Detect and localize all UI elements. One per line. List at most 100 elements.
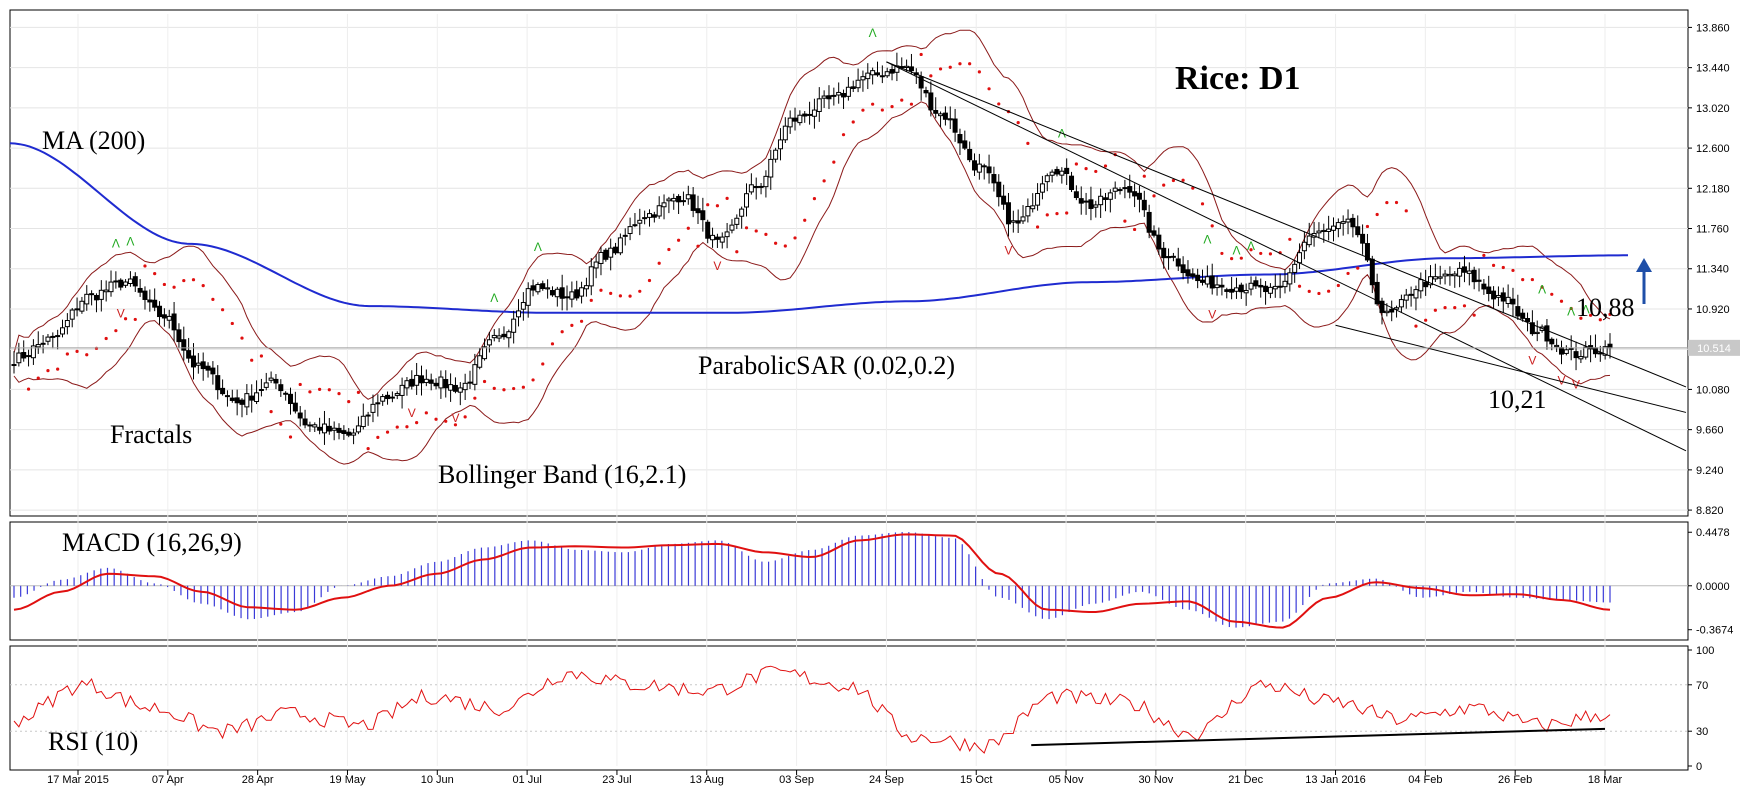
candle-bull [1107, 192, 1113, 200]
candle-bear [792, 117, 798, 122]
candle-bear [147, 299, 153, 303]
date-tick-label: 01 Jul [512, 774, 541, 786]
candle-bear [826, 95, 832, 100]
current-price-box [1688, 339, 1740, 356]
candle-bear [1515, 306, 1521, 317]
fractal-up-arrow: Λ [126, 234, 134, 248]
candle-bull [787, 117, 793, 128]
candle-bull [1583, 346, 1589, 358]
sar-dot [327, 388, 331, 392]
candle-bear [157, 305, 163, 318]
candle-bear [1544, 325, 1550, 342]
candle-bear [540, 283, 546, 290]
sar-dot [812, 197, 817, 201]
candle-bull [516, 310, 522, 318]
candle-bull [724, 231, 730, 238]
sar-dot [1152, 194, 1156, 198]
candle-bear [200, 361, 206, 370]
candle-bull [35, 344, 41, 348]
candle-bear [1088, 199, 1094, 209]
sar-dot [385, 430, 390, 434]
sar-dot [482, 379, 487, 384]
candle-bull [627, 226, 633, 235]
candle-bear [651, 214, 657, 218]
candle-bear [981, 165, 987, 168]
candle-bull [782, 125, 788, 141]
fractal-up-arrow: Λ [490, 291, 498, 305]
sar-dot [609, 291, 613, 295]
candle-bear [118, 279, 124, 288]
candle-bull [773, 149, 779, 160]
candle-bear [1151, 230, 1157, 236]
up-arrow-icon [1636, 258, 1652, 304]
candle-bear [1141, 199, 1147, 211]
date-tick-label: 10 Jun [421, 774, 454, 786]
sar-dot [26, 387, 31, 391]
sar-dot [1132, 227, 1137, 232]
sar-dot [143, 264, 147, 268]
candle-bull [656, 205, 662, 217]
sar-dot [657, 261, 661, 265]
candle-bull [1340, 221, 1346, 224]
candle-bear [302, 418, 308, 426]
candle-bear [705, 221, 711, 239]
sar-dot [861, 108, 865, 112]
date-tick-label: 13 Aug [690, 774, 724, 786]
candle-bull [855, 79, 861, 89]
candle-bull [389, 396, 395, 399]
candle-bull [98, 289, 104, 300]
sar-dot [1588, 313, 1593, 317]
candle-bull [884, 71, 890, 77]
candle-bear [1481, 283, 1487, 290]
candle-bear [889, 69, 895, 74]
sar-dot [133, 317, 137, 322]
candle-bull [1554, 344, 1560, 348]
candle-bull [685, 194, 691, 200]
candle-bull [569, 291, 575, 300]
candle-bear [1102, 197, 1108, 200]
sar-dot [1239, 256, 1243, 260]
candle-bull [399, 384, 405, 396]
sar-dot [1171, 178, 1176, 183]
candle-bear [613, 246, 619, 254]
candle-bear [957, 134, 963, 144]
candle-bear [1360, 233, 1366, 244]
candle-bull [535, 284, 541, 293]
candle-bear [1529, 322, 1535, 335]
rsi-support-line [1031, 727, 1606, 747]
candle-bull [16, 352, 22, 364]
candle-bear [996, 181, 1002, 198]
candle-bear [1350, 217, 1356, 228]
candle-bear [1549, 338, 1555, 345]
candle-bear [297, 412, 303, 419]
sar-dot [841, 133, 846, 137]
sar-dot [191, 278, 196, 282]
bollinger-lower-line [13, 101, 1611, 465]
sar-dot [667, 247, 671, 252]
candle-bear [690, 194, 696, 211]
rsi-tick-label: 100 [1696, 645, 1714, 657]
price-tick-label: 13.020 [1696, 103, 1730, 115]
sar-dot [123, 317, 128, 321]
sar-dot [453, 423, 458, 427]
candle-bull [831, 94, 837, 97]
candle-bull [1452, 273, 1458, 277]
candle-bull [1020, 216, 1026, 222]
candle-bear [603, 249, 609, 260]
candle-bull [729, 224, 735, 231]
sar-dot [1220, 251, 1224, 256]
candle-bull [1039, 183, 1045, 193]
candle-bull [1035, 193, 1041, 206]
sar-dot [269, 410, 273, 414]
candle-bull [268, 377, 274, 381]
candle-bull [845, 86, 851, 97]
candle-bear [549, 290, 555, 296]
candle-bear [249, 395, 255, 401]
candle-bear [1408, 293, 1414, 296]
sar-dot [424, 411, 428, 415]
candle-bull [671, 197, 677, 202]
candle-bear [1190, 273, 1196, 277]
candle-bear [879, 75, 885, 78]
candle-bull [593, 261, 599, 269]
candle-bull [1602, 346, 1608, 356]
